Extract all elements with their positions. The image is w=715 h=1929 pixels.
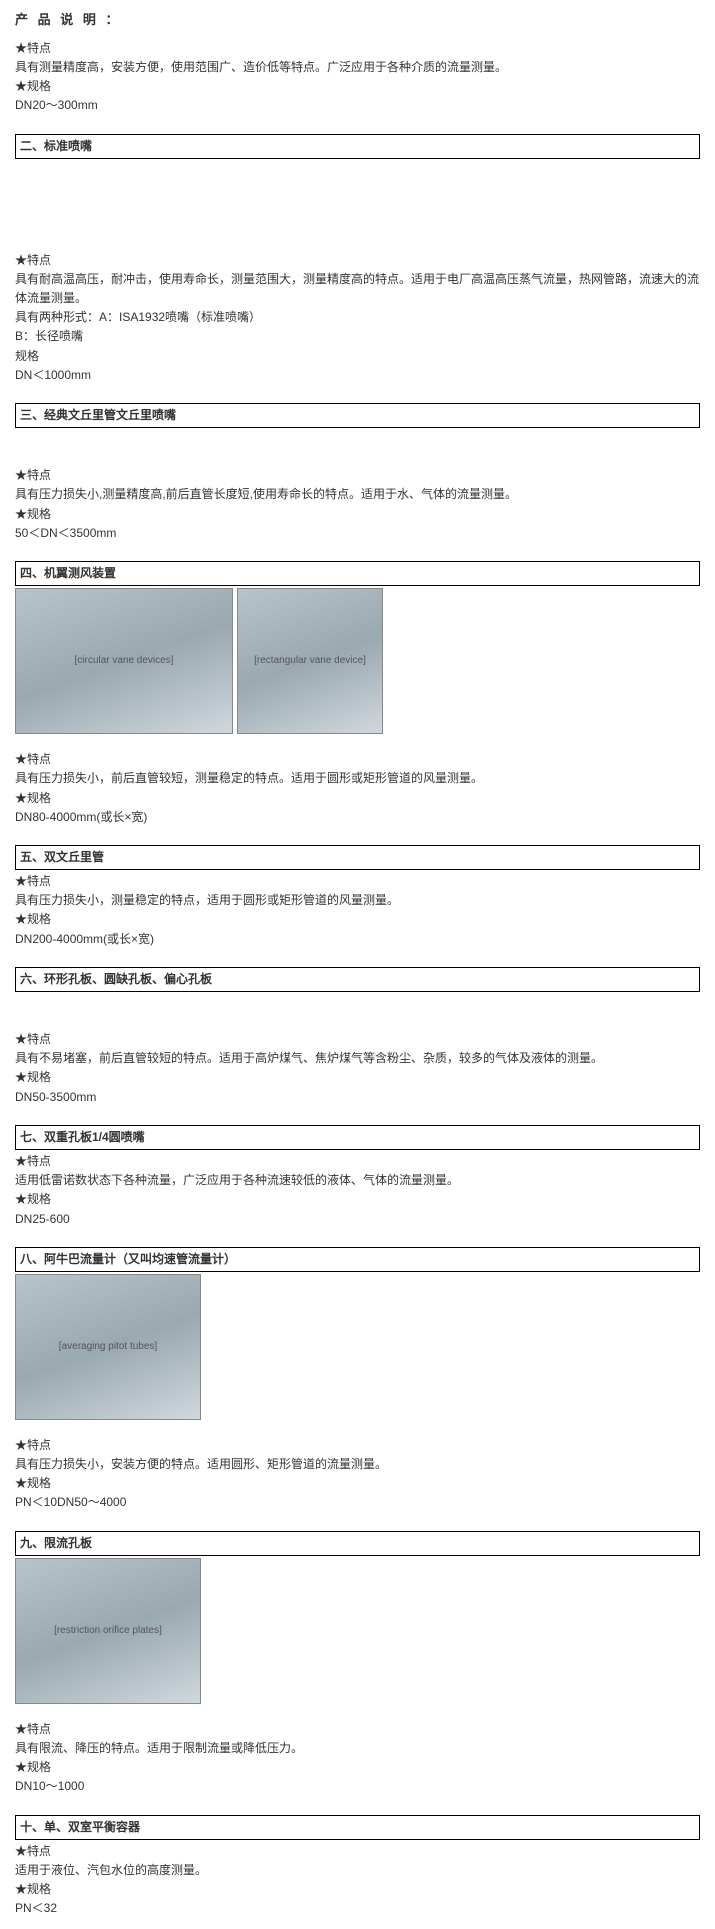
section-header: 二、标准喷嘴 <box>15 134 700 159</box>
feat-text: 具有限流、降压的特点。适用于限制流量或降低压力。 <box>15 1739 700 1758</box>
image-row: [averaging pitot tubes] <box>15 1274 700 1420</box>
intro-spec-text: DN20～300mm <box>15 96 700 115</box>
spec-text: DN25-600 <box>15 1210 700 1229</box>
section: 七、双重孔板1/4圆喷嘴 ★特点适用低雷诺数状态下各种流量，广泛应用于各种流速较低… <box>15 1125 700 1229</box>
section: 三、经典文丘里管文丘里喷嘴 ★特点具有压力损失小,测量精度高,前后直管长度短,使用… <box>15 403 700 543</box>
feat-label: ★特点 <box>15 466 700 485</box>
product-image: [circular vane devices] <box>15 588 233 734</box>
spec-label: ★规格 <box>15 505 700 524</box>
spec-text: DN50-3500mm <box>15 1088 700 1107</box>
product-image: [restriction orifice plates] <box>15 1558 201 1704</box>
intro-block: ★特点 具有测量精度高，安装方便，使用范围广、造价低等特点。广泛应用于各种介质的… <box>15 39 700 116</box>
section: 八、阿牛巴流量计（又叫均速管流量计）[averaging pitot tubes… <box>15 1247 700 1513</box>
spec-text: 50＜DN＜3500mm <box>15 524 700 543</box>
section: 二、标准喷嘴 ★特点具有耐高温高压，耐冲击，使用寿命长，测量范围大，测量精度高的特… <box>15 134 700 386</box>
spec-label: ★规格 <box>15 910 700 929</box>
spec-label: ★规格 <box>15 1880 700 1899</box>
feat-label: ★特点 <box>15 1030 700 1049</box>
section-header: 八、阿牛巴流量计（又叫均速管流量计） <box>15 1247 700 1272</box>
spec-label: ★规格 <box>15 1190 700 1209</box>
spec-label: ★规格 <box>15 1474 700 1493</box>
sections-container: 二、标准喷嘴★特点具有耐高温高压，耐冲击，使用寿命长，测量范围大，测量精度高的特… <box>15 134 700 1919</box>
product-image: [rectangular vane device] <box>237 588 383 734</box>
feat-text: 具有压力损失小,测量精度高,前后直管长度短,使用寿命长的特点。适用于水、气体的流… <box>15 485 700 504</box>
section-header: 六、环形孔板、圆缺孔板、偏心孔板 <box>15 967 700 992</box>
spec-text: PN＜32 <box>15 1899 700 1918</box>
section-header: 七、双重孔板1/4圆喷嘴 <box>15 1125 700 1150</box>
spec-text: DN80-4000mm(或长×宽) <box>15 808 700 827</box>
image-row: [circular vane devices][rectangular vane… <box>15 588 700 734</box>
intro-feat-text: 具有测量精度高，安装方便，使用范围广、造价低等特点。广泛应用于各种介质的流量测量… <box>15 58 700 77</box>
feat-label: ★特点 <box>15 750 700 769</box>
spacer <box>15 430 700 466</box>
section: 四、机翼测风装置[circular vane devices][rectangu… <box>15 561 700 827</box>
feat-label: ★特点 <box>15 872 700 891</box>
feat-label: ★特点 <box>15 1436 700 1455</box>
section-header: 四、机翼测风装置 <box>15 561 700 586</box>
spacer <box>15 994 700 1030</box>
feat-text: 具有耐高温高压，耐冲击，使用寿命长，测量范围大，测量精度高的特点。适用于电厂高温… <box>15 270 700 308</box>
feat-text: B：长径喷嘴 <box>15 327 700 346</box>
image-row: [restriction orifice plates] <box>15 1558 700 1704</box>
feat-text: 具有不易堵塞，前后直管较短的特点。适用于高炉煤气、焦炉煤气等含粉尘、杂质，较多的… <box>15 1049 700 1068</box>
feat-label: ★特点 <box>15 1152 700 1171</box>
spec-text: DN＜1000mm <box>15 366 700 385</box>
section: 十、单、双室平衡容器 ★特点适用于液位、汽包水位的高度测量。★规格PN＜32 <box>15 1815 700 1919</box>
spacer <box>15 161 700 251</box>
section-header: 九、限流孔板 <box>15 1531 700 1556</box>
feat-text: 具有压力损失小，前后直管较短，测量稳定的特点。适用于圆形或矩形管道的风量测量。 <box>15 769 700 788</box>
intro-feat-label: ★特点 <box>15 39 700 58</box>
feat-text: 具有压力损失小，安装方便的特点。适用圆形、矩形管道的流量测量。 <box>15 1455 700 1474</box>
feat-label: ★特点 <box>15 251 700 270</box>
feat-text: 适用低雷诺数状态下各种流量，广泛应用于各种流速较低的液体、气体的流量测量。 <box>15 1171 700 1190</box>
feat-label: ★特点 <box>15 1720 700 1739</box>
product-image: [averaging pitot tubes] <box>15 1274 201 1420</box>
spec-label: 规格 <box>15 347 700 366</box>
spec-label: ★规格 <box>15 789 700 808</box>
spec-text: DN10～1000 <box>15 1777 700 1796</box>
spec-text: PN＜10DN50～4000 <box>15 1493 700 1512</box>
page-title: 产 品 说 明 ： <box>15 10 700 31</box>
spec-label: ★规格 <box>15 1068 700 1087</box>
section: 五、双文丘里管 ★特点具有压力损失小，测量稳定的特点，适用于圆形或矩形管道的风量测… <box>15 845 700 949</box>
feat-label: ★特点 <box>15 1842 700 1861</box>
feat-text: 具有两种形式：A：ISA1932喷嘴（标准喷嘴） <box>15 308 700 327</box>
section-header: 十、单、双室平衡容器 <box>15 1815 700 1840</box>
intro-spec-label: ★规格 <box>15 77 700 96</box>
spec-label: ★规格 <box>15 1758 700 1777</box>
spec-text: DN200-4000mm(或长×宽) <box>15 930 700 949</box>
feat-text: 适用于液位、汽包水位的高度测量。 <box>15 1861 700 1880</box>
section: 九、限流孔板[restriction orifice plates] ★特点具有限… <box>15 1531 700 1797</box>
feat-text: 具有压力损失小，测量稳定的特点，适用于圆形或矩形管道的风量测量。 <box>15 891 700 910</box>
section: 六、环形孔板、圆缺孔板、偏心孔板 ★特点具有不易堵塞，前后直管较短的特点。适用于高… <box>15 967 700 1107</box>
section-header: 三、经典文丘里管文丘里喷嘴 <box>15 403 700 428</box>
section-header: 五、双文丘里管 <box>15 845 700 870</box>
